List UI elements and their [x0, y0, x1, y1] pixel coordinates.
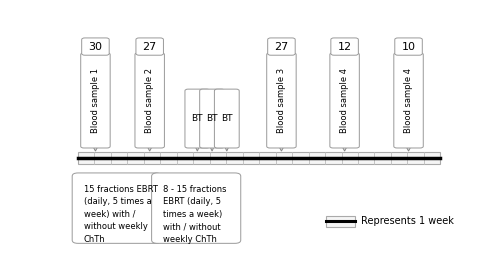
FancyBboxPatch shape: [92, 142, 98, 147]
FancyBboxPatch shape: [214, 89, 239, 148]
Polygon shape: [208, 142, 216, 151]
FancyBboxPatch shape: [147, 142, 152, 147]
Polygon shape: [222, 142, 231, 151]
FancyBboxPatch shape: [195, 142, 200, 147]
Text: Blood sample 3: Blood sample 3: [277, 68, 286, 133]
FancyBboxPatch shape: [406, 142, 411, 147]
Text: Represents 1 week: Represents 1 week: [361, 216, 454, 227]
Polygon shape: [90, 142, 101, 151]
Text: Blood sample 1: Blood sample 1: [91, 68, 100, 133]
Text: Blood sample 4: Blood sample 4: [404, 68, 413, 133]
Polygon shape: [193, 142, 202, 151]
Polygon shape: [340, 142, 349, 151]
Text: BT: BT: [206, 114, 218, 123]
FancyBboxPatch shape: [394, 53, 424, 148]
FancyBboxPatch shape: [152, 173, 241, 243]
FancyBboxPatch shape: [331, 38, 358, 55]
Text: 8 - 15 fractions
EBRT (daily, 5
times a week)
with / without
weekly ChTh: 8 - 15 fractions EBRT (daily, 5 times a …: [163, 185, 227, 244]
Text: Blood sample 4: Blood sample 4: [340, 68, 349, 133]
FancyBboxPatch shape: [185, 89, 210, 148]
FancyBboxPatch shape: [342, 142, 347, 147]
FancyBboxPatch shape: [78, 152, 440, 164]
FancyBboxPatch shape: [266, 53, 296, 148]
FancyBboxPatch shape: [80, 53, 110, 148]
FancyBboxPatch shape: [224, 142, 229, 147]
FancyBboxPatch shape: [135, 53, 164, 148]
Text: BT: BT: [221, 114, 232, 123]
FancyBboxPatch shape: [200, 89, 224, 148]
Text: 27: 27: [142, 42, 157, 52]
Text: 30: 30: [88, 42, 102, 52]
Text: BT: BT: [192, 114, 203, 123]
FancyBboxPatch shape: [136, 38, 164, 55]
FancyBboxPatch shape: [268, 38, 295, 55]
FancyBboxPatch shape: [326, 216, 355, 227]
Text: 15 fractions EBRT
(daily, 5 times a
week) with /
without weekly
ChTh: 15 fractions EBRT (daily, 5 times a week…: [84, 185, 158, 244]
Text: Blood sample 2: Blood sample 2: [145, 68, 154, 133]
Polygon shape: [144, 142, 154, 151]
FancyBboxPatch shape: [210, 142, 214, 147]
Polygon shape: [276, 142, 286, 151]
FancyBboxPatch shape: [82, 38, 109, 55]
Text: 27: 27: [274, 42, 288, 52]
FancyBboxPatch shape: [278, 142, 284, 147]
Text: 12: 12: [338, 42, 351, 52]
Text: 10: 10: [402, 42, 415, 52]
FancyBboxPatch shape: [330, 53, 360, 148]
FancyBboxPatch shape: [395, 38, 422, 55]
FancyBboxPatch shape: [72, 173, 162, 243]
Polygon shape: [404, 142, 413, 151]
